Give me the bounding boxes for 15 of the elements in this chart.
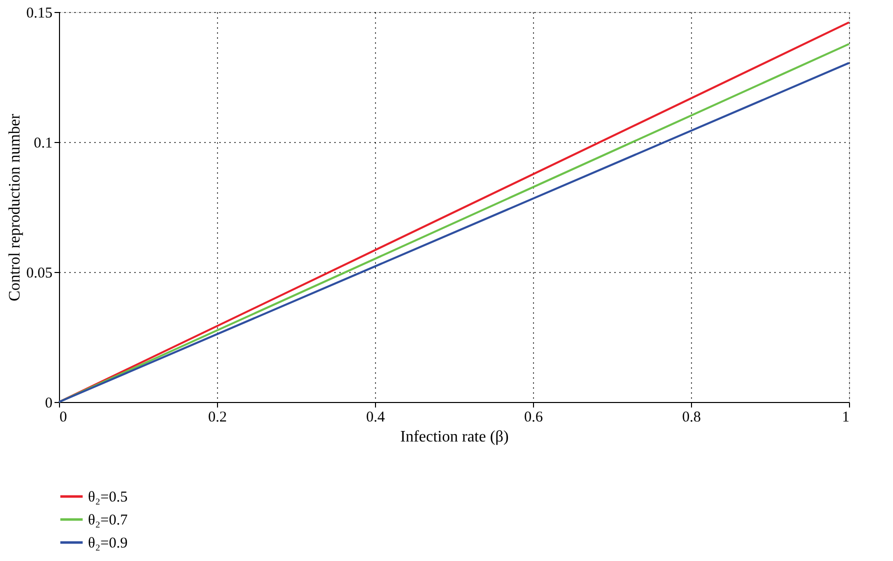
x-tick-label: 1 bbox=[842, 410, 850, 426]
x-tick-label: 0.8 bbox=[682, 410, 701, 426]
x-tick-label: 0.2 bbox=[208, 410, 227, 426]
y-tick-label: 0.05 bbox=[26, 266, 52, 282]
x-tick-label: 0.4 bbox=[366, 410, 386, 426]
legend-label: θ₂=0.9 bbox=[88, 536, 128, 552]
y-tick-label: 0 bbox=[45, 396, 52, 412]
x-tick-label: 0 bbox=[60, 410, 67, 426]
x-tick-label: 0.6 bbox=[524, 410, 544, 426]
legend-label: θ₂=0.7 bbox=[88, 512, 128, 528]
x-axis-title: Infection rate (β) bbox=[400, 428, 509, 446]
y-axis-title: Control reproduction number bbox=[6, 113, 24, 302]
y-tick-label: 0.15 bbox=[26, 6, 52, 22]
y-tick-label: 0.1 bbox=[34, 136, 52, 152]
legend-label: θ₂=0.5 bbox=[88, 490, 128, 506]
